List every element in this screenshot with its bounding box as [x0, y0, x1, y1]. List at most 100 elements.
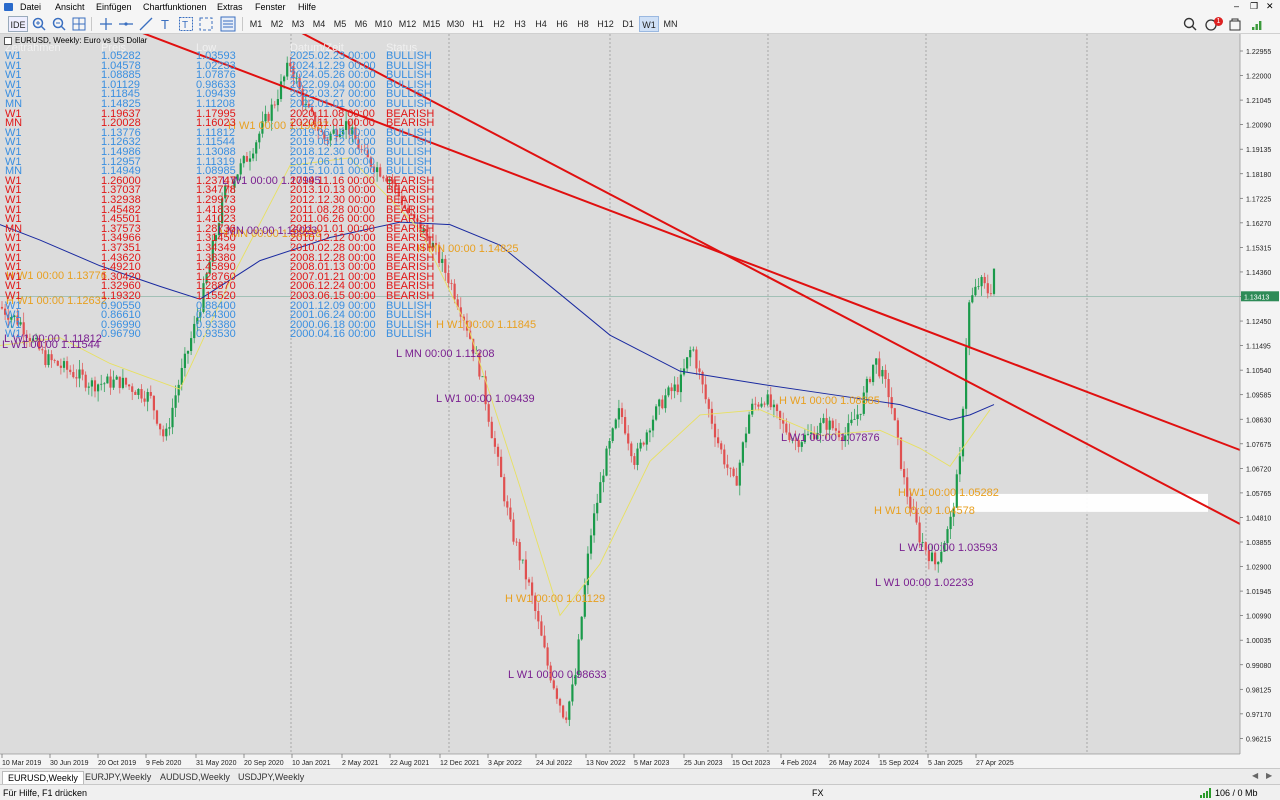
- level-price: 1.04578: [101, 59, 141, 72]
- candle-bull: [183, 353, 186, 368]
- candle-bear: [391, 179, 394, 185]
- timeframe-m15-button[interactable]: M15: [422, 19, 441, 29]
- candle-bull: [233, 180, 236, 188]
- candle-bear: [912, 508, 915, 510]
- menu-fenster[interactable]: Fenster: [255, 2, 286, 12]
- menu-datei[interactable]: Datei: [20, 2, 42, 12]
- trendline-upper[interactable]: [140, 34, 1241, 451]
- text-label-icon[interactable]: T: [178, 16, 194, 32]
- tab-audusd-weekly[interactable]: AUDUSD,Weekly: [160, 772, 230, 782]
- level-timeframe: W1: [5, 242, 22, 254]
- candle-bear: [710, 408, 713, 424]
- candle-bear: [707, 399, 710, 409]
- window-minimize-button[interactable]: –: [1234, 1, 1240, 11]
- candle-bull: [744, 433, 748, 443]
- candle-bear: [493, 438, 496, 447]
- candle-bull: [224, 185, 227, 199]
- timeframe-m10-button[interactable]: M10: [374, 19, 393, 29]
- candle-bear: [323, 131, 326, 140]
- grid-icon[interactable]: [71, 16, 87, 32]
- level-date: 2000.04.16 00:00: [290, 328, 376, 341]
- shapes-icon[interactable]: [198, 16, 214, 32]
- timeframe-m12-button[interactable]: M12: [398, 19, 417, 29]
- timeframe-d1-button[interactable]: D1: [622, 19, 634, 29]
- level-date: 2008.12.28 00:00: [290, 251, 376, 264]
- timeframe-m1-button[interactable]: M1: [249, 19, 263, 29]
- date-axis-label: 22 Aug 2021: [390, 760, 429, 767]
- timeframe-m2-button[interactable]: M2: [270, 19, 284, 29]
- candle-bear: [227, 185, 230, 188]
- menu-hilfe[interactable]: Hilfe: [298, 2, 317, 12]
- market-icon[interactable]: [1227, 16, 1243, 32]
- timeframe-mn-button[interactable]: MN: [663, 19, 678, 29]
- timeframe-h6-button[interactable]: H6: [556, 19, 568, 29]
- window-restore-button[interactable]: ❐: [1250, 1, 1259, 11]
- level-date: 2011.06.26 00:00: [290, 213, 375, 226]
- app-menu-icon[interactable]: [4, 3, 13, 11]
- search-icon[interactable]: [1182, 16, 1198, 32]
- candle-bull: [819, 422, 822, 433]
- horizontal-line-icon[interactable]: [118, 16, 134, 32]
- timeframe-h2-button[interactable]: H2: [493, 19, 505, 29]
- zoom-in-icon[interactable]: [31, 16, 47, 32]
- chart-window[interactable]: 1.22955 1.22000 1.21045 1.20090 1.19135 1.181…: [0, 34, 1280, 768]
- timeframe-m5-button[interactable]: M5: [333, 19, 347, 29]
- candle-bear: [769, 394, 772, 408]
- candle-bull: [345, 121, 348, 130]
- trendline-lower[interactable]: [300, 34, 1241, 525]
- timeframe-h8-button[interactable]: H8: [577, 19, 589, 29]
- candle-bear: [403, 205, 407, 208]
- candle-bull: [930, 552, 934, 562]
- timeframe-h3-button[interactable]: H3: [514, 19, 526, 29]
- candle-bear: [785, 423, 788, 433]
- candle-bear: [813, 432, 816, 440]
- candle-bull: [270, 104, 273, 121]
- candle-bear: [438, 245, 441, 263]
- timeframe-h1-button[interactable]: H1: [472, 19, 484, 29]
- text-icon[interactable]: T: [158, 16, 174, 32]
- menu-chartfunktionen[interactable]: Chartfunktionen: [143, 2, 207, 12]
- level-date: 2000.06.18 00:00: [290, 318, 376, 331]
- candle-bear: [366, 150, 369, 158]
- price-chart[interactable]: 1.22955 1.22000 1.21045 1.20090 1.19135 1.181…: [0, 34, 1280, 768]
- timeframe-m4-button[interactable]: M4: [312, 19, 326, 29]
- price-axis-label: 1.19135: [1246, 147, 1271, 154]
- signals-icon[interactable]: [1250, 16, 1266, 32]
- candle-bull: [965, 347, 968, 409]
- tab-eurjpy-weekly[interactable]: EURJPY,Weekly: [85, 772, 152, 782]
- level-price: 0.96990: [101, 318, 141, 331]
- level-low: 1.31450: [196, 232, 236, 245]
- indicators-list-icon[interactable]: [220, 16, 236, 32]
- price-axis-label: 1.00035: [1246, 638, 1271, 645]
- timeframe-h12-button[interactable]: H12: [597, 19, 614, 29]
- window-close-button[interactable]: ✕: [1266, 1, 1274, 11]
- tab-scroll-right-button[interactable]: ▶: [1266, 771, 1273, 780]
- tab-scroll-left-button[interactable]: ◀: [1252, 771, 1259, 780]
- menu-einfuegen[interactable]: Einfügen: [96, 2, 132, 12]
- timeframe-h4-button[interactable]: H4: [535, 19, 547, 29]
- timeframe-w1-button[interactable]: W1: [639, 16, 659, 32]
- high-label: H W1 00:00 1.19637: [228, 120, 329, 132]
- price-axis-label: 1.16270: [1246, 221, 1271, 228]
- level-table-header: Zeitrahmen: [5, 42, 61, 54]
- tab-eurusd-weekly[interactable]: EURUSD,Weekly: [2, 771, 84, 784]
- level-status: BEARISH: [386, 232, 435, 245]
- trendline-icon[interactable]: [138, 16, 154, 32]
- level-status: BEARISH: [386, 261, 435, 274]
- low-label: L W1 00:00 1.11812: [4, 333, 102, 345]
- timeframe-m3-button[interactable]: M3: [291, 19, 305, 29]
- level-status: BULLISH: [386, 50, 432, 62]
- timeframe-m6-button[interactable]: M6: [354, 19, 368, 29]
- tab-usdjpy-weekly[interactable]: USDJPY,Weekly: [238, 772, 305, 782]
- candle-bear: [989, 293, 992, 295]
- candle-bull: [242, 156, 245, 164]
- level-status: BEARISH: [386, 222, 435, 235]
- ide-button[interactable]: IDE: [8, 16, 28, 32]
- indicator-toggle-icon[interactable]: [4, 36, 12, 45]
- timeframe-m30-button[interactable]: M30: [446, 19, 465, 29]
- zoom-out-icon[interactable]: [51, 16, 67, 32]
- menu-extras[interactable]: Extras: [217, 2, 243, 12]
- menu-ansicht[interactable]: Ansicht: [55, 2, 85, 12]
- candle-bull: [955, 474, 958, 508]
- crosshair-icon[interactable]: [98, 16, 114, 32]
